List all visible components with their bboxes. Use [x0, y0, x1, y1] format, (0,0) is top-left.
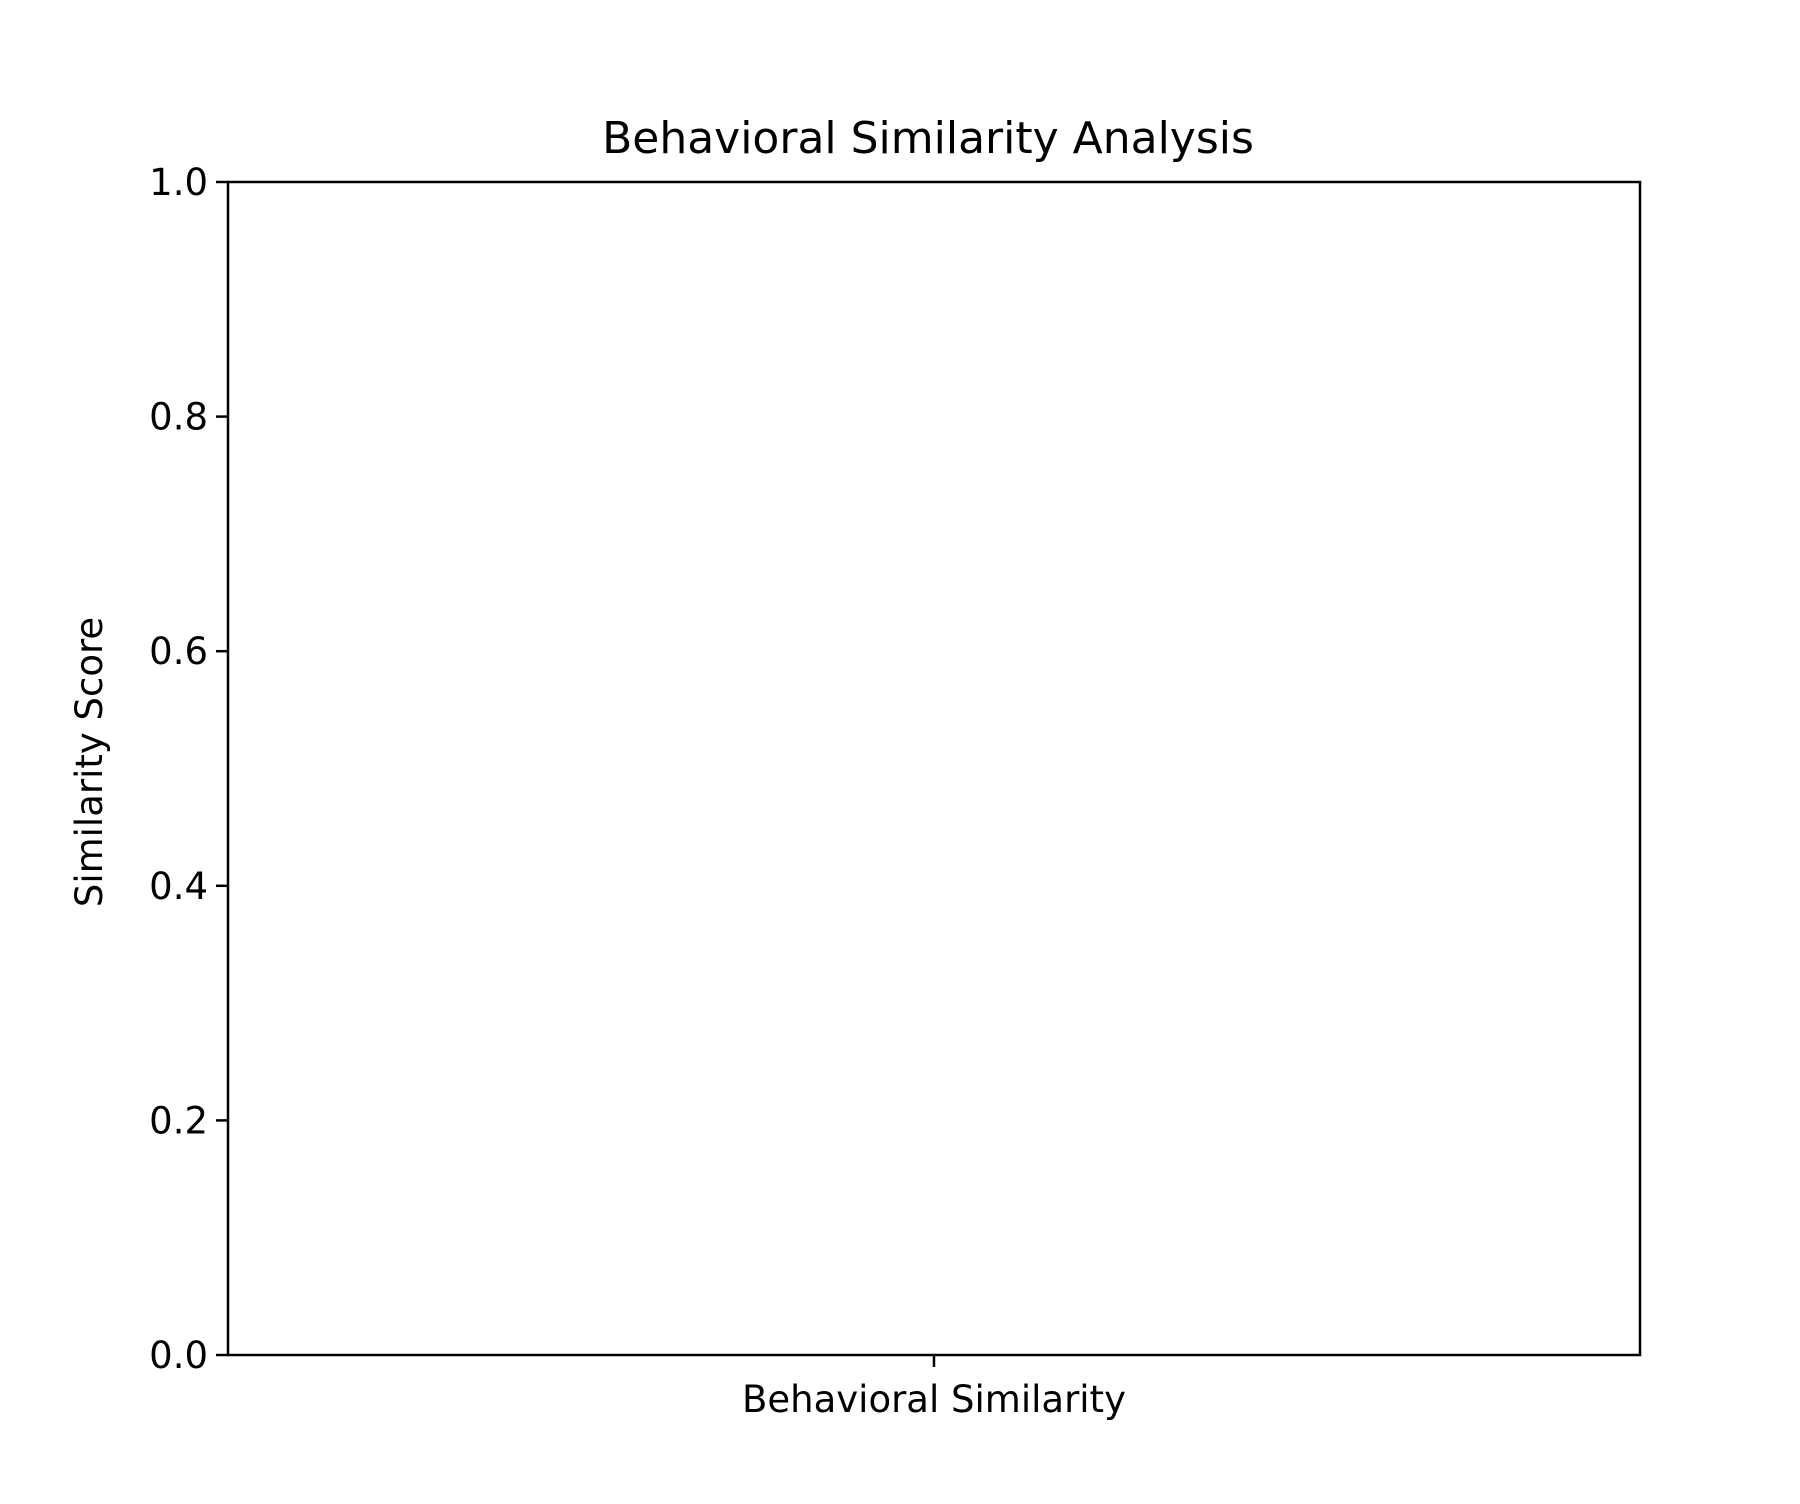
- y-tick-label: 0.4: [149, 865, 208, 908]
- y-tick-label: 1.0: [149, 161, 208, 204]
- chart-title: Behavioral Similarity Analysis: [602, 113, 1254, 164]
- y-tick-label: 0.0: [149, 1334, 208, 1377]
- x-tick-label: Behavioral Similarity: [742, 1378, 1126, 1421]
- y-tick-label: 0.8: [149, 396, 208, 439]
- plot-frame: [226, 180, 1642, 1357]
- y-axis-label: Similarity Score: [68, 617, 111, 907]
- y-tick-label: 0.6: [149, 630, 208, 673]
- y-tick-label: 0.2: [149, 1099, 208, 1142]
- axis-ticks: 0.0 0.2 0.4 0.6 0.8 1.0 Behavioral Similarity: [149, 161, 1126, 1421]
